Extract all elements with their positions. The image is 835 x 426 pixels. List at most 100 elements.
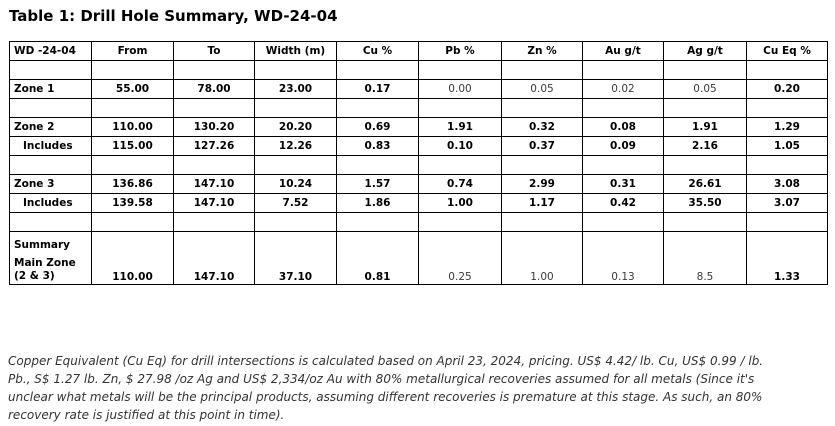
empty-cell — [91, 212, 174, 232]
value-cell: 0.20 — [746, 79, 828, 99]
empty-cell — [254, 98, 337, 118]
empty-cell — [9, 212, 92, 232]
empty-cell — [663, 60, 747, 80]
column-header: Width (m) — [254, 41, 337, 61]
value-cell: 0.31 — [582, 174, 664, 194]
value-cell: 0.32 — [501, 117, 583, 137]
value-cell: 130.20 — [173, 117, 255, 137]
value-cell: 35.50 — [663, 193, 747, 213]
empty-cell — [501, 98, 583, 118]
footnote-line: recovery rate is justified at this point… — [8, 408, 285, 422]
empty-cell — [173, 155, 255, 175]
value-cell: 3.08 — [746, 174, 828, 194]
footnote-line: unclear what metals will be the principa… — [8, 390, 763, 404]
value-cell: 110.00 — [91, 231, 174, 285]
empty-cell — [173, 98, 255, 118]
value-cell: 0.81 — [336, 231, 419, 285]
spacer-row — [9, 212, 828, 232]
empty-cell — [9, 60, 92, 80]
header-row: WD -24-04 From To Width (m) Cu % Pb % Zn % Au g… — [9, 41, 828, 61]
value-cell: 23.00 — [254, 79, 337, 99]
empty-cell — [501, 212, 583, 232]
table-title: Table 1: Drill Hole Summary, WD-24-04 — [9, 7, 338, 25]
column-header: Cu % — [336, 41, 419, 61]
summary-label-top: Summary — [14, 239, 71, 251]
empty-cell — [418, 60, 502, 80]
empty-cell — [173, 212, 255, 232]
value-cell: 110.00 — [91, 117, 174, 137]
value-cell: 10.24 — [254, 174, 337, 194]
value-cell: 0.09 — [582, 136, 664, 156]
empty-cell — [501, 155, 583, 175]
value-cell: 147.10 — [173, 193, 255, 213]
column-header: To — [173, 41, 255, 61]
value-cell: 8.5 — [663, 231, 747, 285]
table-row: Summary Main Zone (2 & 3) 110.00 147.10 37.1… — [9, 231, 828, 285]
value-cell: 0.25 — [418, 231, 502, 285]
empty-cell — [336, 155, 419, 175]
spacer-row — [9, 98, 828, 118]
value-cell: 0.37 — [501, 136, 583, 156]
empty-cell — [582, 212, 664, 232]
value-cell: 0.83 — [336, 136, 419, 156]
row-label: Zone 1 — [9, 79, 92, 99]
value-cell: 1.86 — [336, 193, 419, 213]
empty-cell — [746, 98, 828, 118]
value-cell: 1.91 — [663, 117, 747, 137]
empty-cell — [501, 60, 583, 80]
value-cell: 20.20 — [254, 117, 337, 137]
empty-cell — [254, 212, 337, 232]
summary-label: Summary Main Zone (2 & 3) — [14, 239, 87, 283]
table-row: Zone 1 55.00 78.00 23.00 0.17 0.00 0.05 0.02 0.0… — [9, 79, 828, 99]
empty-cell — [418, 212, 502, 232]
value-cell: 139.58 — [91, 193, 174, 213]
column-header: Cu Eq % — [746, 41, 828, 61]
empty-cell — [336, 212, 419, 232]
value-cell: 0.05 — [663, 79, 747, 99]
value-cell: 0.02 — [582, 79, 664, 99]
value-cell: 1.00 — [501, 231, 583, 285]
value-cell: 115.00 — [91, 136, 174, 156]
column-header: Pb % — [418, 41, 502, 61]
table-row: Includes 115.00 127.26 12.26 0.83 0.10 0.37 0.0… — [9, 136, 828, 156]
spacer-row — [9, 155, 828, 175]
value-cell: 147.10 — [173, 231, 255, 285]
empty-cell — [9, 98, 92, 118]
empty-cell — [254, 155, 337, 175]
empty-cell — [746, 60, 828, 80]
value-cell: 2.99 — [501, 174, 583, 194]
footnote-line: Copper Equivalent (Cu Eq) for drill inte… — [8, 354, 764, 368]
value-cell: 0.10 — [418, 136, 502, 156]
row-label: Summary Main Zone (2 & 3) — [9, 231, 92, 285]
footnote-line: Pb., S$ 1.27 lb. Zn, $ 27.98 /oz Ag and … — [8, 372, 755, 386]
footnote: Copper Equivalent (Cu Eq) for drill inte… — [8, 352, 763, 424]
drill-hole-summary-table: WD -24-04 From To Width (m) Cu % Pb % Zn % Au g… — [9, 41, 828, 285]
value-cell: 78.00 — [173, 79, 255, 99]
table-row: Includes 139.58 147.10 7.52 1.86 1.00 1.17 0.42… — [9, 193, 828, 213]
row-label: Zone 2 — [9, 117, 92, 137]
empty-cell — [9, 155, 92, 175]
empty-cell — [91, 155, 174, 175]
column-header: Zn % — [501, 41, 583, 61]
value-cell: 2.16 — [663, 136, 747, 156]
value-cell: 0.05 — [501, 79, 583, 99]
value-cell: 136.86 — [91, 174, 174, 194]
value-cell: 1.29 — [746, 117, 828, 137]
value-cell: 127.26 — [173, 136, 255, 156]
table-row: Zone 2 110.00 130.20 20.20 0.69 1.91 0.32 0.08 1… — [9, 117, 828, 137]
empty-cell — [663, 98, 747, 118]
value-cell: 0.13 — [582, 231, 664, 285]
value-cell: 0.42 — [582, 193, 664, 213]
row-label: Includes — [9, 136, 92, 156]
empty-cell — [91, 60, 174, 80]
value-cell: 0.17 — [336, 79, 419, 99]
table-row: Zone 3 136.86 147.10 10.24 1.57 0.74 2.99 0.31 2… — [9, 174, 828, 194]
empty-cell — [336, 60, 419, 80]
value-cell: 37.10 — [254, 231, 337, 285]
column-header: Ag g/t — [663, 41, 747, 61]
value-cell: 0.08 — [582, 117, 664, 137]
value-cell: 0.74 — [418, 174, 502, 194]
value-cell: 12.26 — [254, 136, 337, 156]
value-cell: 1.91 — [418, 117, 502, 137]
empty-cell — [418, 155, 502, 175]
